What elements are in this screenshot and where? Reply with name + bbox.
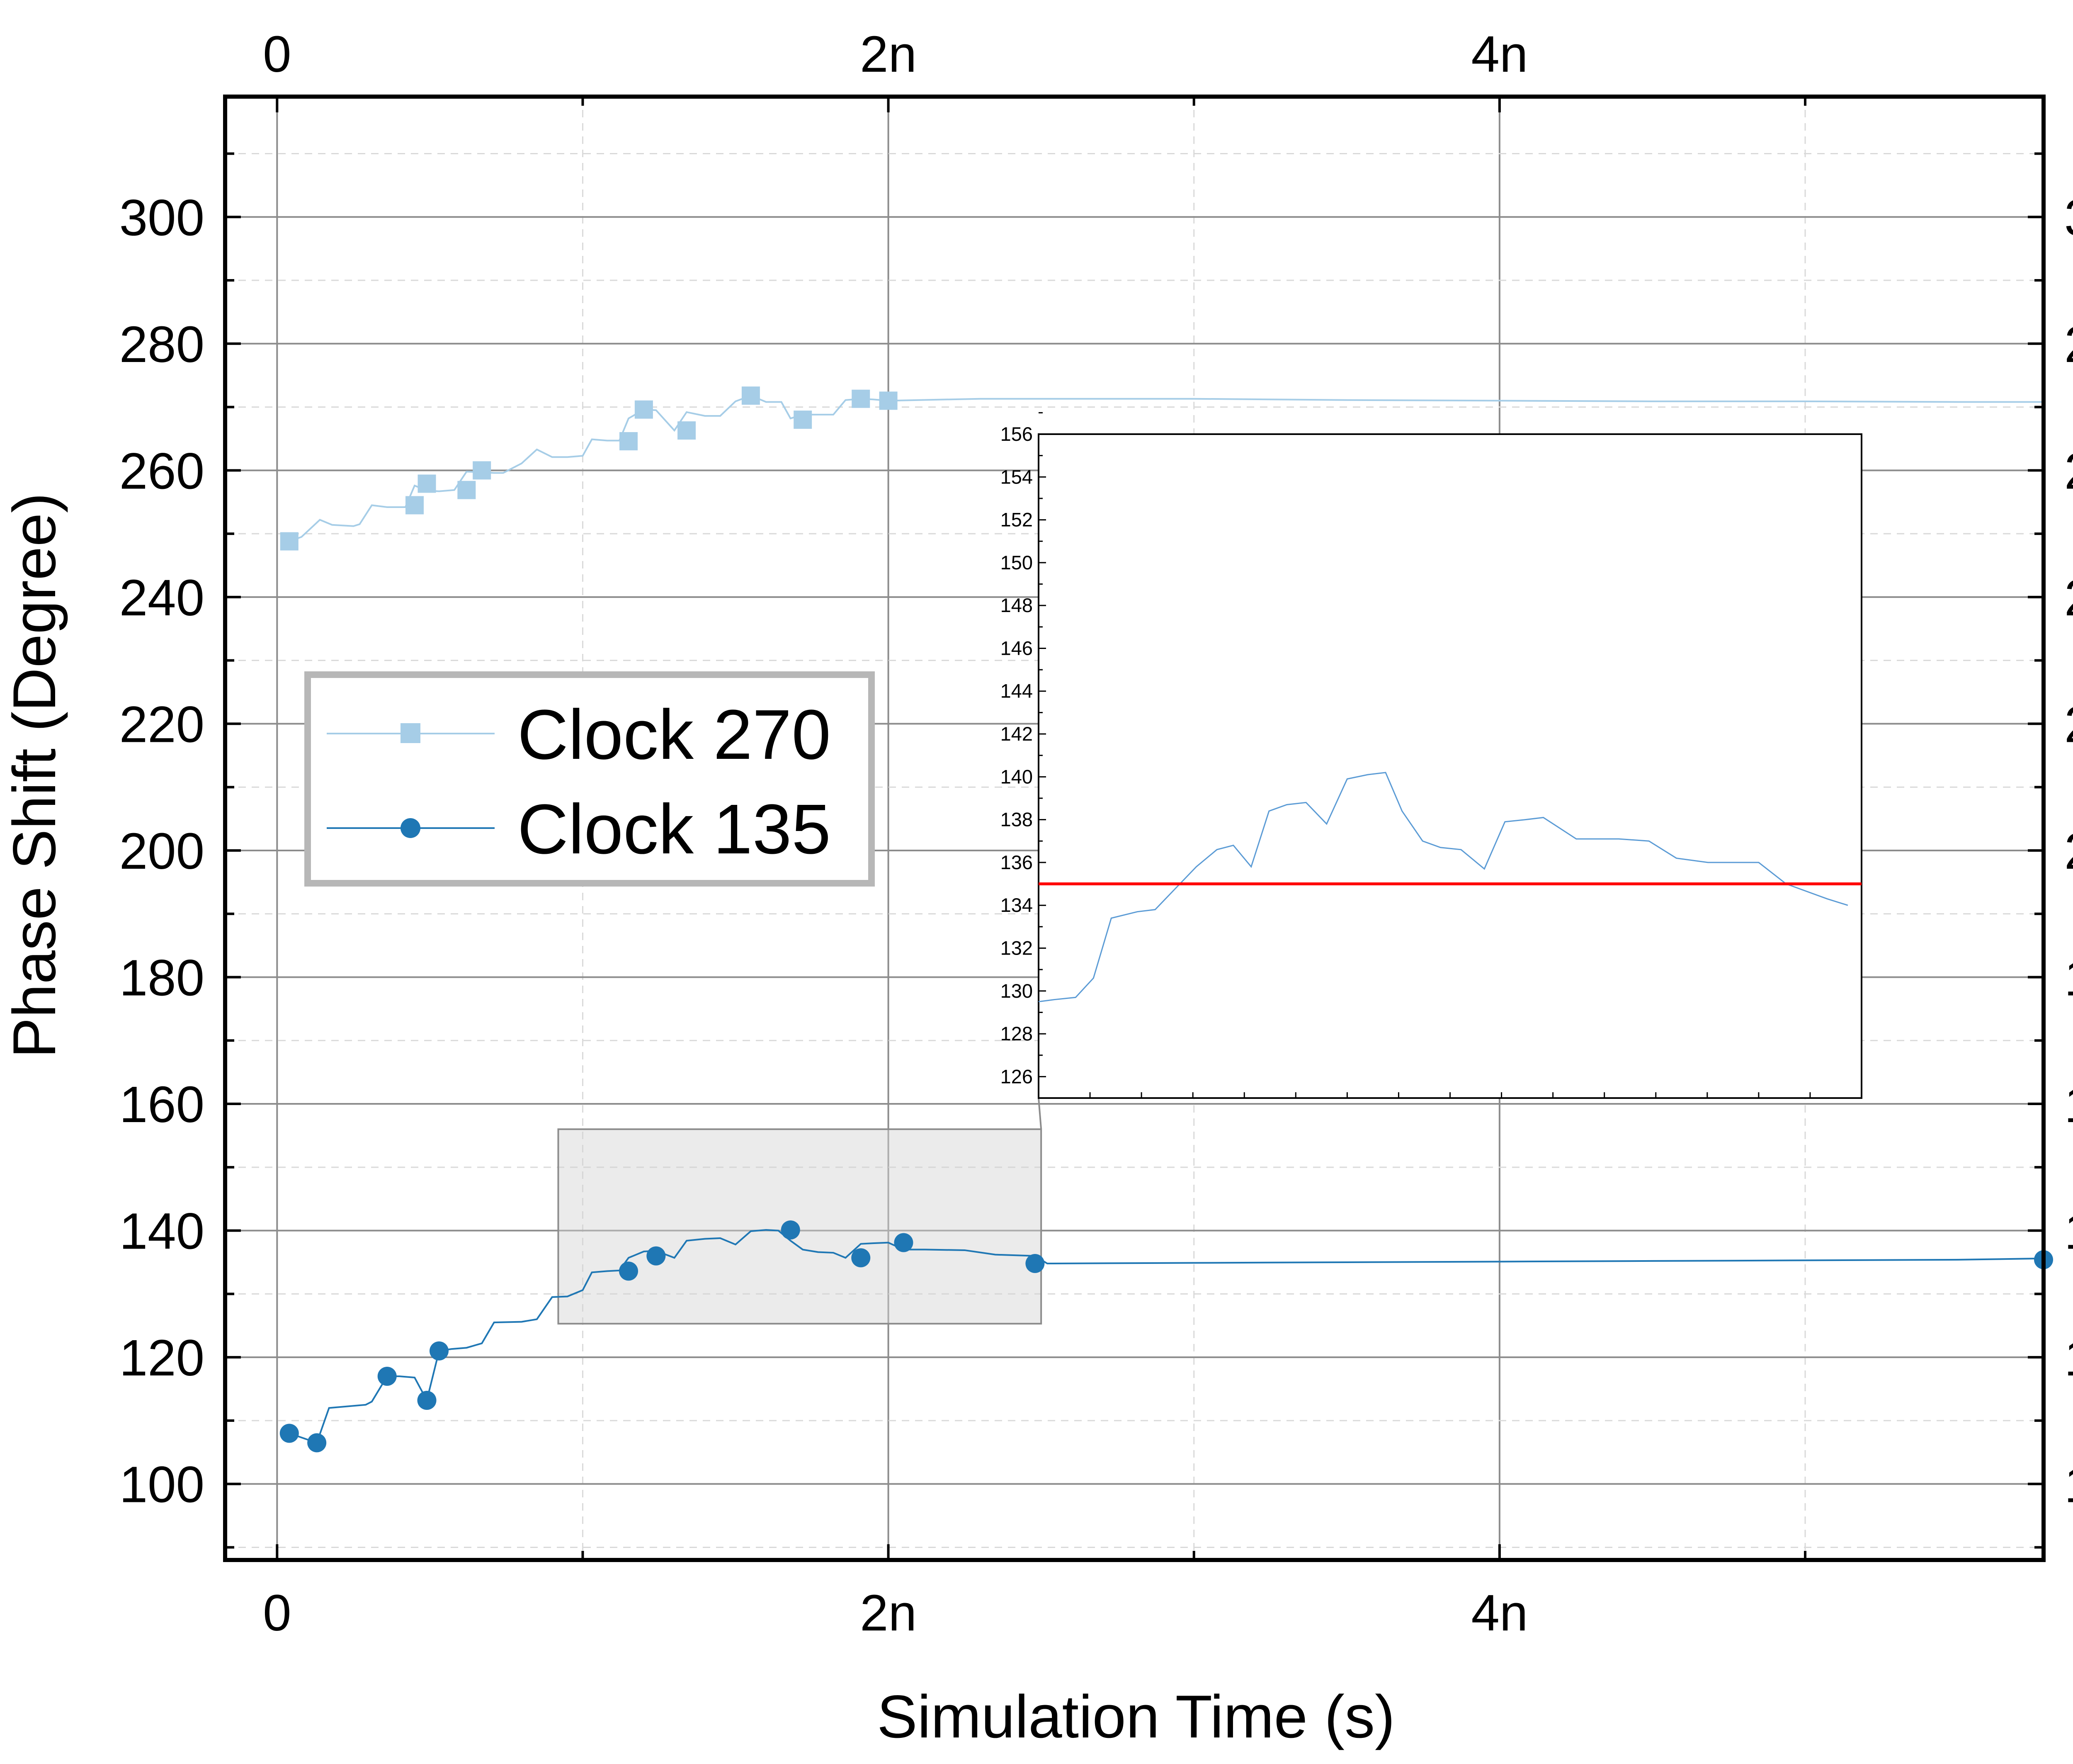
- series-marker-square: [852, 389, 870, 408]
- inset-y-tick-label: 128: [1000, 1023, 1033, 1045]
- zoom-region: [557, 1128, 1042, 1325]
- y-tick-label-right: 240: [2064, 570, 2073, 627]
- inset-y-tick-label: 130: [1000, 980, 1033, 1002]
- inset-y-tick-label: 132: [1000, 937, 1033, 959]
- series-marker-circle: [417, 1391, 437, 1410]
- inset-y-tick-label: 154: [1000, 466, 1033, 488]
- inset-series-line: [1038, 772, 1848, 1003]
- x-tick-label-bottom: 4n: [1471, 1585, 1528, 1642]
- x-tick-label-bottom: 2n: [860, 1585, 917, 1642]
- series-marker-circle: [430, 1341, 449, 1361]
- y-tick-label-left: 100: [119, 1457, 204, 1514]
- y-tick-label-left: 220: [119, 696, 204, 753]
- series-marker-square: [879, 391, 898, 410]
- inset-y-tick-label: 152: [1000, 509, 1033, 531]
- series-marker-circle: [619, 1261, 638, 1281]
- inset-y-tick-label: 146: [1000, 637, 1033, 659]
- series-marker-square: [280, 532, 299, 551]
- x-tick-label-bottom: 0: [263, 1585, 291, 1642]
- y-tick-label-left: 280: [119, 316, 204, 373]
- inset-y-tick-label: 142: [1000, 723, 1033, 745]
- series-marker-circle: [781, 1220, 800, 1240]
- legend-frame: [304, 671, 875, 887]
- inset-frame: [1038, 433, 1862, 1099]
- y-tick-label-right: 120: [2064, 1330, 2073, 1387]
- series-marker-circle: [851, 1248, 871, 1268]
- y-tick-label-left: 300: [119, 190, 204, 246]
- x-axis-title: Simulation Time (s): [877, 1683, 1395, 1750]
- y-tick-label-right: 260: [2064, 443, 2073, 500]
- y-tick-label-left: 140: [119, 1203, 204, 1260]
- inset-y-tick-label: 134: [1000, 894, 1033, 916]
- inset-y-tick-label: 136: [1000, 851, 1033, 873]
- y-tick-label-right: 220: [2064, 696, 2073, 753]
- inset-y-tick-label: 140: [1000, 765, 1033, 787]
- series-marker-square: [677, 421, 696, 440]
- y-tick-label-left: 180: [119, 950, 204, 1007]
- y-tick-label-left: 160: [119, 1076, 204, 1133]
- zoom-connector-line: [1038, 1098, 1042, 1130]
- y-tick-label-right: 100: [2064, 1457, 2073, 1514]
- y-tick-label-left: 120: [119, 1330, 204, 1387]
- y-tick-label-left: 200: [119, 823, 204, 880]
- series-marker-circle: [279, 1424, 299, 1443]
- series-marker-square: [405, 496, 424, 515]
- x-tick-label-top: 4n: [1471, 26, 1528, 83]
- series-marker-circle: [377, 1366, 397, 1386]
- inset-y-tick-label: 148: [1000, 594, 1033, 616]
- series-marker-square: [418, 474, 436, 493]
- series-marker-square: [619, 432, 638, 451]
- y-axis-title: Phase Shift (Degree): [0, 493, 68, 1058]
- axes: 0 0 2n 2n 4n 4n 100 100 120 120 140 140 160 160 180 180…: [119, 26, 2073, 1642]
- series-marker-square: [473, 461, 491, 480]
- legend-marker-square: [401, 723, 420, 743]
- y-tick-label-right: 160: [2064, 1076, 2073, 1133]
- plot-frame: [223, 95, 2046, 1562]
- series-marker-circle: [894, 1233, 913, 1252]
- legend: Clock 270 Clock 135: [304, 671, 875, 887]
- series-marker-circle: [646, 1246, 666, 1266]
- series-marker-circle: [307, 1433, 327, 1453]
- inset-y-tick-label: 150: [1000, 552, 1033, 573]
- inset-y-tick-label: 138: [1000, 809, 1033, 831]
- series-marker-square: [457, 481, 476, 499]
- zoom-region-box: [557, 1128, 1042, 1325]
- x-tick-label-top: 0: [263, 26, 291, 83]
- inset-y-tick-label: 156: [1000, 423, 1033, 445]
- inset-y-tick-label: 126: [1000, 1065, 1033, 1087]
- inset-y-tick-label: 144: [1000, 680, 1033, 702]
- y-tick-label-right: 300: [2064, 190, 2073, 246]
- y-tick-label-right: 180: [2064, 950, 2073, 1007]
- series-marker-square: [634, 400, 653, 419]
- y-tick-label-right: 280: [2064, 316, 2073, 373]
- series-line: [289, 1229, 2044, 1444]
- y-tick-label-right: 140: [2064, 1203, 2073, 1260]
- legend-label-clock-135: Clock 135: [517, 790, 831, 869]
- y-tick-label-left: 240: [119, 570, 204, 627]
- legend-label-clock-270: Clock 270: [517, 695, 831, 774]
- series-marker-circle: [1025, 1254, 1045, 1273]
- series-marker-square: [794, 411, 812, 429]
- legend-marker-circle: [401, 818, 420, 838]
- y-tick-label-left: 260: [119, 443, 204, 500]
- y-tick-label-right: 200: [2064, 823, 2073, 880]
- series: [279, 386, 2053, 1453]
- inset-chart: 126 128 130 132 134 136 138 140 142 144 146 148 150 1…: [1000, 412, 1862, 1130]
- x-tick-label-top: 2n: [860, 26, 917, 83]
- series-marker-square: [741, 386, 760, 405]
